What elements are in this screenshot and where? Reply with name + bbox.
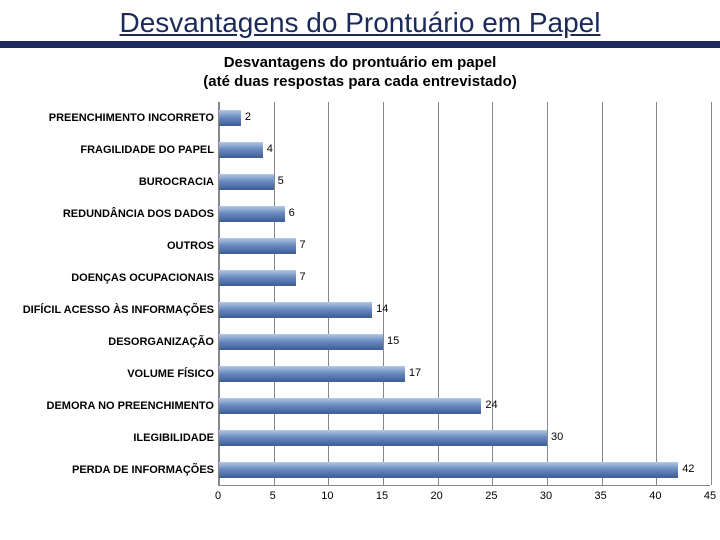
grid-line	[383, 102, 384, 485]
x-axis-ticks: 051015202530354045	[218, 486, 710, 506]
x-tick-label: 30	[540, 490, 552, 502]
x-tick-label: 10	[321, 490, 333, 502]
bar-value-label: 17	[409, 367, 421, 379]
chart-title-line1: Desvantagens do prontuário em papel	[224, 54, 497, 71]
y-axis-label: DESORGANIZAÇÃO	[10, 336, 214, 348]
bar-value-label: 4	[267, 143, 273, 155]
bar-value-label: 30	[551, 431, 563, 443]
x-tick-label: 45	[704, 490, 716, 502]
grid-line	[219, 102, 220, 485]
y-axis-label: BUROCRACIA	[10, 176, 214, 188]
x-tick-label: 25	[485, 490, 497, 502]
x-tick-label: 40	[649, 490, 661, 502]
chart-container: Desvantagens do prontuário em papel (até…	[0, 48, 720, 540]
y-axis-label: DEMORA NO PREENCHIMENTO	[10, 400, 214, 412]
bar-value-label: 7	[300, 271, 306, 283]
y-axis-label: OUTROS	[10, 240, 214, 252]
plot-wrap: PREENCHIMENTO INCORRETO FRAGILIDADE DO PA…	[10, 102, 710, 522]
y-axis-label: DOENÇAS OCUPACIONAIS	[10, 272, 214, 284]
bar: 30	[219, 430, 547, 446]
bar-value-label: 14	[376, 303, 388, 315]
bar: 2	[219, 110, 241, 126]
bar-value-label: 42	[682, 463, 694, 475]
grid-line	[274, 102, 275, 485]
bar-value-label: 5	[278, 175, 284, 187]
bar: 6	[219, 206, 285, 222]
bar-value-label: 24	[485, 399, 497, 411]
bar-value-label: 7	[300, 239, 306, 251]
bar-value-label: 2	[245, 111, 251, 123]
x-tick-label: 5	[270, 490, 276, 502]
y-axis-labels: PREENCHIMENTO INCORRETO FRAGILIDADE DO PA…	[10, 102, 218, 486]
bar: 7	[219, 270, 296, 286]
bar: 24	[219, 398, 481, 414]
grid-line	[602, 102, 603, 485]
bar: 7	[219, 238, 296, 254]
grid-line	[328, 102, 329, 485]
grid-line	[711, 102, 712, 485]
y-axis-label: PERDA DE INFORMAÇÕES	[10, 464, 214, 476]
grid-line	[492, 102, 493, 485]
x-tick-label: 0	[215, 490, 221, 502]
y-axis-label: VOLUME FÍSICO	[10, 368, 214, 380]
plot-area: 245677141517243042	[218, 102, 710, 486]
x-tick-label: 35	[595, 490, 607, 502]
bar-value-label: 6	[289, 207, 295, 219]
y-axis-label: FRAGILIDADE DO PAPEL	[10, 144, 214, 156]
bar: 42	[219, 462, 678, 478]
bar: 15	[219, 334, 383, 350]
bar: 5	[219, 174, 274, 190]
bar: 17	[219, 366, 405, 382]
grid-line	[438, 102, 439, 485]
bar: 14	[219, 302, 372, 318]
y-axis-label: DIFÍCIL ACESSO ÀS INFORMAÇÕES	[10, 304, 214, 316]
slide-title: Desvantagens do Prontuário em Papel	[0, 0, 720, 48]
bar-value-label: 15	[387, 335, 399, 347]
y-axis-label: REDUNDÂNCIA DOS DADOS	[10, 208, 214, 220]
y-axis-label: ILEGIBILIDADE	[10, 432, 214, 444]
bar: 4	[219, 142, 263, 158]
grid-line	[547, 102, 548, 485]
x-tick-label: 15	[376, 490, 388, 502]
y-axis-label: PREENCHIMENTO INCORRETO	[10, 112, 214, 124]
chart-title: Desvantagens do prontuário em papel (até…	[10, 54, 710, 92]
x-tick-label: 20	[431, 490, 443, 502]
grid-line	[656, 102, 657, 485]
chart-title-line2: (até duas respostas para cada entrevista…	[203, 73, 516, 90]
